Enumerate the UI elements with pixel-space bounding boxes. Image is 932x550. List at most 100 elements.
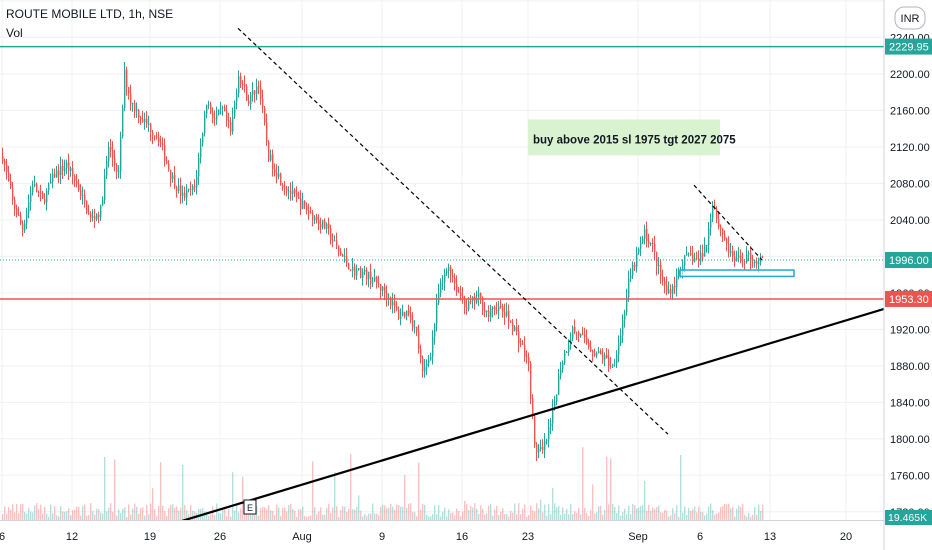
- volume-bar: [232, 472, 234, 520]
- candle-body: [342, 254, 344, 257]
- volume-bar: [330, 513, 332, 520]
- candle-body: [272, 154, 274, 170]
- volume-bar: [194, 511, 196, 520]
- candle-body: [84, 195, 86, 202]
- candle-body: [332, 240, 334, 242]
- candle-body: [380, 284, 382, 291]
- volume-bar: [412, 511, 414, 520]
- volume-bar: [740, 507, 742, 520]
- y-tick-label: 2120.00: [890, 142, 930, 154]
- candle-body: [110, 146, 112, 150]
- candle-body: [188, 188, 190, 191]
- candle-body: [240, 76, 242, 85]
- candle-body: [634, 264, 636, 267]
- candle-body: [118, 170, 120, 172]
- volume-bar: [576, 512, 578, 520]
- volume-bar: [344, 506, 346, 520]
- candle-body: [500, 306, 502, 308]
- candle-body: [660, 265, 662, 276]
- candle-body: [108, 146, 110, 162]
- volume-bar: [208, 515, 210, 520]
- y-tick-label: 1920.00: [890, 324, 930, 336]
- volume-bar: [414, 512, 416, 520]
- volume-bar: [258, 515, 260, 520]
- candle-body: [544, 440, 546, 451]
- volume-bar: [464, 500, 466, 520]
- volume-bar: [270, 510, 272, 520]
- volume-bar: [668, 516, 670, 520]
- candle-body: [590, 346, 592, 352]
- candle-body: [676, 275, 678, 288]
- volume-bar: [680, 455, 682, 520]
- volume-bar: [334, 472, 336, 520]
- candle-body: [326, 223, 328, 229]
- volume-bar: [102, 513, 104, 520]
- support-trendline: [181, 305, 893, 522]
- candle-body: [446, 270, 448, 274]
- candle-body: [522, 343, 524, 345]
- volume-bar: [244, 511, 246, 520]
- candle-body: [228, 120, 230, 123]
- volume-bar: [570, 504, 572, 520]
- candle-body: [72, 168, 74, 176]
- candle-body: [538, 448, 540, 453]
- volume-bar: [510, 510, 512, 520]
- price-badge: [885, 290, 932, 307]
- volume-bar: [550, 514, 552, 520]
- candle-body: [734, 256, 736, 261]
- candle-body: [106, 161, 108, 176]
- candle-body: [218, 109, 220, 115]
- volume-bar: [72, 510, 74, 520]
- candle-body: [450, 267, 452, 276]
- volume-bar: [560, 514, 562, 520]
- candle-body: [36, 183, 38, 192]
- volume-bar: [714, 514, 716, 520]
- candle-body: [674, 285, 676, 288]
- candle-body: [242, 84, 244, 86]
- volume-bar: [444, 507, 446, 520]
- volume-bar: [348, 508, 350, 520]
- volume-bar: [492, 515, 494, 520]
- volume-bar: [722, 506, 724, 520]
- volume-bar: [602, 514, 604, 520]
- candle-body: [758, 262, 760, 265]
- candle-body: [410, 313, 412, 320]
- volume-bar: [712, 510, 714, 520]
- candle-body: [40, 192, 42, 194]
- volume-bar: [652, 507, 654, 520]
- candle-body: [210, 104, 212, 113]
- volume-bar: [618, 505, 620, 520]
- candle-body: [334, 240, 336, 242]
- candle-body: [86, 201, 88, 214]
- currency-badge-label: INR: [901, 13, 920, 25]
- volume-bar: [642, 505, 644, 520]
- candle-body: [668, 289, 670, 294]
- candle-body: [20, 215, 22, 224]
- y-tick-label: 1840.00: [890, 397, 930, 409]
- candle-body: [174, 175, 176, 188]
- candle-body: [624, 312, 626, 320]
- x-tick-label: 13: [764, 531, 776, 543]
- candle-body: [468, 300, 470, 310]
- volume-bar: [372, 503, 374, 520]
- candle-body: [176, 187, 178, 191]
- candle-body: [238, 76, 240, 94]
- volume-bar: [562, 507, 564, 520]
- candle-body: [212, 112, 214, 119]
- volume-bar: [4, 506, 6, 520]
- volume-bar: [2, 514, 4, 520]
- candle-body: [48, 183, 50, 191]
- volume-bar: [522, 508, 524, 520]
- volume-bar: [662, 512, 664, 520]
- volume-bar: [660, 512, 662, 520]
- candle-body: [436, 302, 438, 324]
- candle-body: [744, 260, 746, 263]
- volume-bar: [124, 507, 126, 520]
- candle-body: [266, 122, 268, 142]
- volume-bar: [674, 513, 676, 520]
- candle-body: [486, 310, 488, 313]
- volume-bar: [354, 509, 356, 520]
- volume-bar: [318, 511, 320, 520]
